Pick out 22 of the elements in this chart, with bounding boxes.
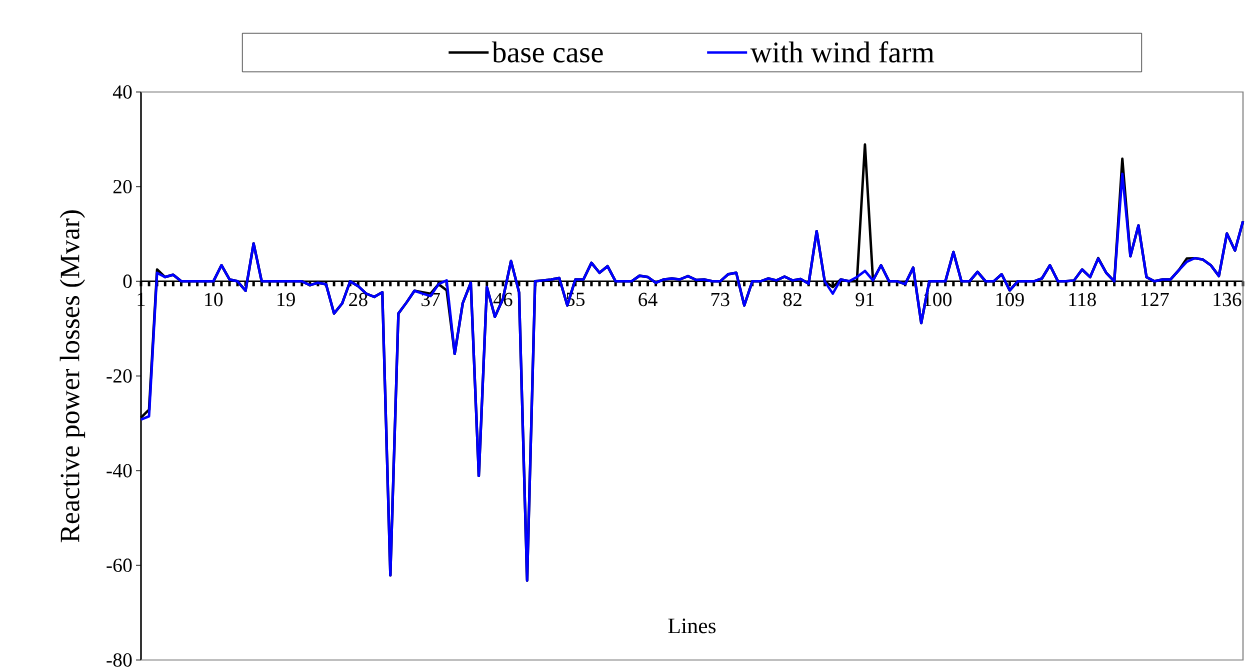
legend-label: base case — [491, 41, 603, 63]
y-tick-label: 0 — [123, 274, 132, 289]
x-tick-label: 91 — [855, 292, 874, 307]
x-tick-label: 28 — [349, 292, 368, 307]
y-tick-label: -60 — [106, 558, 132, 573]
y-tick-label: -20 — [106, 369, 132, 383]
y-axis-title: Reactive power losses (Mvar) — [59, 210, 86, 543]
y-tick-label: 20 — [113, 179, 132, 194]
x-tick-label: 64 — [638, 292, 658, 307]
x-tick-label: 127 — [1141, 292, 1169, 307]
x-tick-label: 136 — [1213, 292, 1242, 307]
x-tick-label: 109 — [996, 292, 1024, 307]
x-tick-label: 10 — [205, 292, 223, 307]
x-tick-label: 73 — [711, 292, 730, 307]
y-tick-label: -40 — [106, 463, 132, 478]
x-tick-label: 19 — [277, 292, 295, 307]
y-tick-label: -80 — [106, 653, 132, 667]
x-axis-title: Lines — [668, 618, 716, 634]
legend-label: with wind farm — [750, 41, 935, 63]
y-tick-label: 40 — [112, 85, 132, 99]
x-tick-label: 82 — [783, 292, 802, 307]
x-tick-label: 118 — [1069, 292, 1096, 307]
